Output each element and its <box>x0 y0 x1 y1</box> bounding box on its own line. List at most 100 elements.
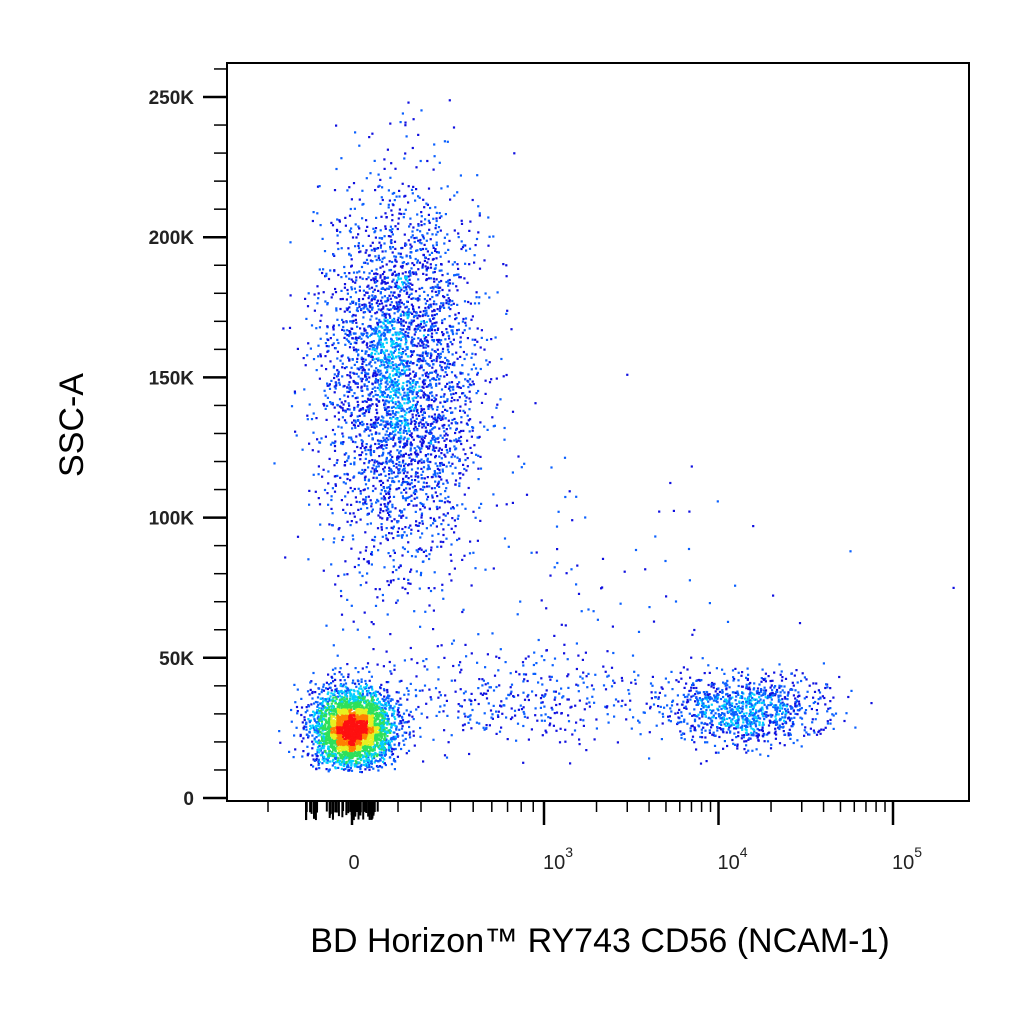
event-dot <box>353 456 356 460</box>
event-dot <box>468 383 471 386</box>
event-dot <box>439 352 442 355</box>
event-dot <box>366 423 369 426</box>
event-dot <box>606 675 609 678</box>
event-dot <box>689 689 692 692</box>
event-dot <box>420 712 423 715</box>
event-dot <box>346 503 349 506</box>
event-dot <box>707 664 710 667</box>
event-dot <box>845 712 848 715</box>
event-dot <box>378 321 381 324</box>
event-dot <box>456 357 459 360</box>
event-dot <box>654 535 657 538</box>
event-dot <box>752 732 755 735</box>
event-dot <box>318 693 321 696</box>
event-dot <box>432 417 435 420</box>
event-dot <box>359 408 362 411</box>
event-dot <box>342 435 345 438</box>
event-dot <box>306 753 309 756</box>
event-dot <box>407 314 410 317</box>
event-dot <box>350 436 353 439</box>
event-dot <box>424 350 427 353</box>
event-dot <box>492 689 496 692</box>
event-dot <box>437 696 440 699</box>
event-dot <box>383 242 386 245</box>
event-dot <box>341 318 344 321</box>
event-dot <box>320 314 323 317</box>
event-dot <box>387 694 390 697</box>
event-dot <box>648 757 651 760</box>
event-dot <box>484 379 487 382</box>
event-dot <box>395 488 398 491</box>
event-dot <box>475 291 478 294</box>
event-dot <box>398 680 401 683</box>
event-dot <box>449 386 452 389</box>
event-dot <box>667 715 670 718</box>
event-dot <box>362 408 365 411</box>
event-dot <box>417 239 420 242</box>
event-dot <box>482 726 485 729</box>
event-dot <box>363 340 366 343</box>
event-dot <box>717 709 720 712</box>
event-dot <box>461 503 464 506</box>
event-dot <box>755 734 758 737</box>
event-dot <box>383 566 386 569</box>
event-dot <box>353 565 356 569</box>
event-dot <box>341 297 344 301</box>
event-dot <box>414 297 417 300</box>
event-dot <box>392 748 396 751</box>
event-dot <box>427 306 430 309</box>
event-dot <box>364 679 367 683</box>
event-dot <box>688 579 691 582</box>
event-dot <box>614 698 618 701</box>
event-dot <box>380 440 383 443</box>
event-dot <box>699 735 702 739</box>
event-dot <box>387 452 390 455</box>
event-dot <box>458 459 461 462</box>
event-dot <box>390 740 393 743</box>
event-dot <box>405 752 408 755</box>
event-dot <box>399 441 402 444</box>
event-dot <box>308 503 311 506</box>
event-dot <box>401 310 404 313</box>
event-dot <box>698 717 701 720</box>
event-dot <box>410 468 414 471</box>
event-dot <box>697 702 701 705</box>
event-dot <box>466 439 469 442</box>
event-dot <box>817 730 820 734</box>
event-dot <box>422 198 425 201</box>
event-dot <box>395 601 398 604</box>
event-dot <box>360 371 363 375</box>
event-dot <box>761 726 764 729</box>
event-dot <box>779 673 782 676</box>
event-dot <box>407 689 410 692</box>
event-dot <box>787 734 790 737</box>
event-dot <box>279 741 282 744</box>
event-dot <box>741 728 744 731</box>
event-dot <box>409 377 412 380</box>
event-dot <box>387 362 391 365</box>
event-dot <box>471 708 474 712</box>
event-dot <box>798 702 801 706</box>
event-dot <box>810 707 813 711</box>
event-dot <box>361 323 364 326</box>
event-dot <box>404 499 407 502</box>
event-dot <box>771 721 774 724</box>
event-dot <box>442 528 445 531</box>
event-dot <box>764 711 767 714</box>
event-dot <box>404 587 407 591</box>
event-dot <box>382 461 385 464</box>
event-dot <box>436 286 439 289</box>
event-dot <box>365 446 368 449</box>
event-dot <box>459 435 463 438</box>
event-dot <box>382 665 385 668</box>
event-dot <box>769 713 772 716</box>
event-dot <box>676 711 680 714</box>
event-dot <box>409 355 412 358</box>
event-dot <box>459 174 462 177</box>
event-dot <box>732 723 735 726</box>
event-dot <box>741 691 744 694</box>
event-dot <box>431 366 434 369</box>
event-dot <box>408 411 411 414</box>
event-dot <box>420 516 423 519</box>
event-dot <box>537 681 540 684</box>
